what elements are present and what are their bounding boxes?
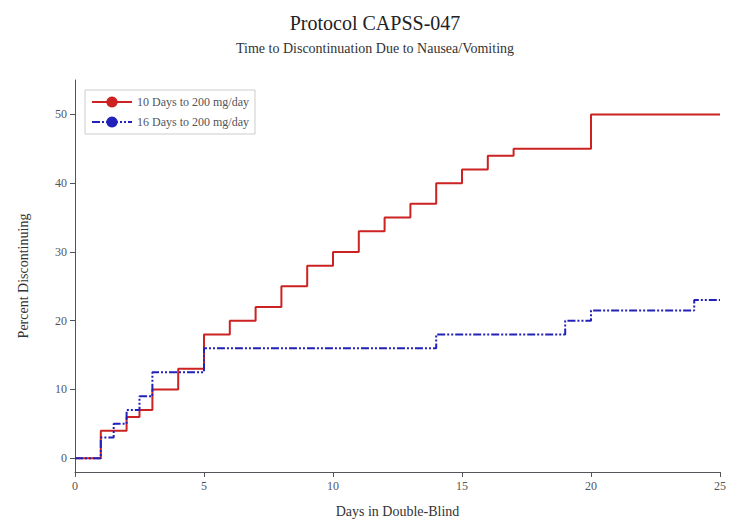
svg-text:Protocol CAPSS-047: Protocol CAPSS-047: [290, 12, 461, 34]
svg-text:50: 50: [55, 107, 67, 121]
svg-text:5: 5: [201, 479, 207, 493]
svg-text:0: 0: [61, 451, 67, 465]
svg-text:25: 25: [714, 479, 726, 493]
svg-text:20: 20: [585, 479, 597, 493]
svg-text:0: 0: [72, 479, 78, 493]
svg-text:10: 10: [55, 382, 67, 396]
svg-text:40: 40: [55, 176, 67, 190]
svg-text:Days in Double-Blind: Days in Double-Blind: [336, 504, 460, 519]
svg-text:15: 15: [456, 479, 468, 493]
svg-text:20: 20: [55, 314, 67, 328]
svg-text:10: 10: [327, 479, 339, 493]
svg-text:10 Days to 200 mg/day: 10 Days to 200 mg/day: [137, 95, 249, 109]
svg-text:16 Days to 200 mg/day: 16 Days to 200 mg/day: [137, 115, 249, 129]
svg-text:Percent Discontinuing: Percent Discontinuing: [16, 214, 31, 339]
svg-text:30: 30: [55, 245, 67, 259]
svg-text:Time to Discontinuation Due to: Time to Discontinuation Due to Nausea/Vo…: [236, 41, 514, 56]
